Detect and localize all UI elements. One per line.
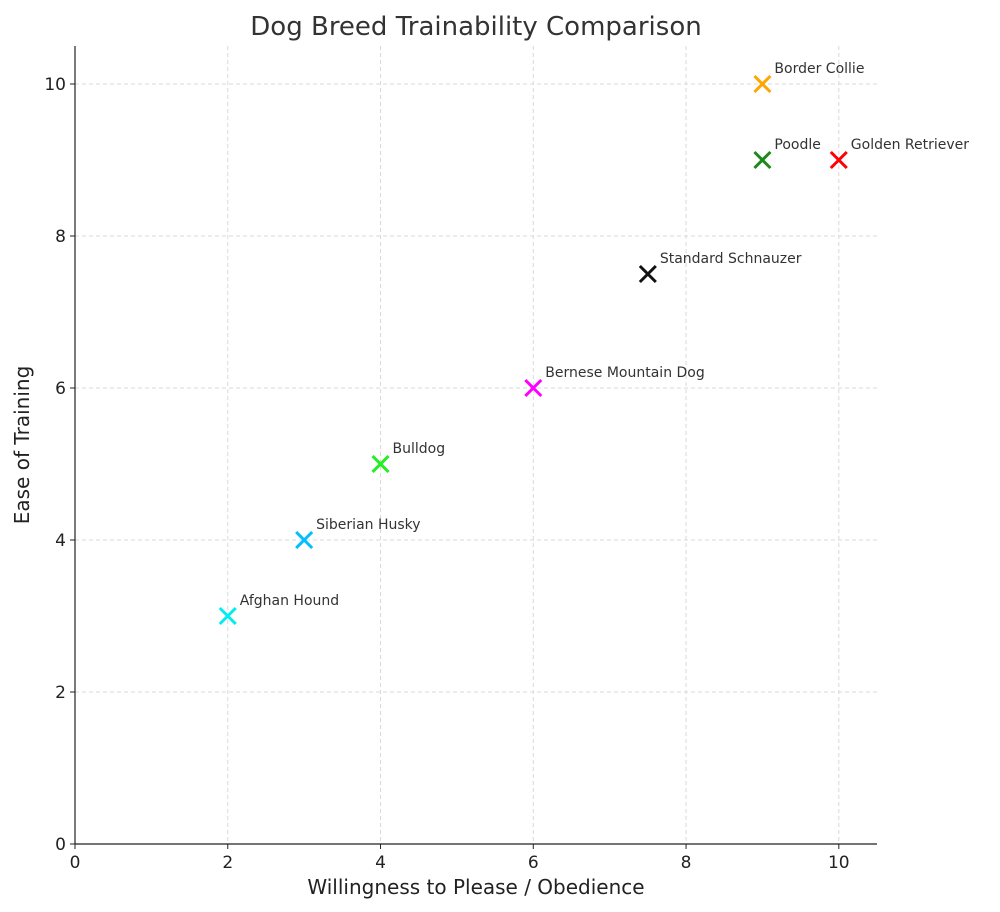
data-point: Bulldog <box>371 441 446 474</box>
y-tick-label: 10 <box>44 75 66 95</box>
points: Border Collie Poodle Golden Retriever Stand… <box>218 61 969 626</box>
data-point: Bernese Mountain Dog <box>524 365 705 398</box>
ticks: 0 2 4 6 8 10 0 2 4 6 8 10 <box>44 75 849 873</box>
data-point: Siberian Husky <box>295 517 421 550</box>
point-label: Standard Schnauzer <box>660 251 802 267</box>
point-label: Siberian Husky <box>316 517 420 533</box>
data-point: Golden Retriever <box>829 137 969 170</box>
point-label: Border Collie <box>774 61 864 77</box>
x-marker <box>638 264 657 284</box>
x-marker <box>371 454 390 474</box>
point-label: Bernese Mountain Dog <box>545 365 704 381</box>
x-marker <box>753 150 772 170</box>
point-label: Bulldog <box>393 441 446 457</box>
chart-title: Dog Breed Trainability Comparison <box>250 12 701 42</box>
y-tick-label: 6 <box>55 379 66 399</box>
x-marker <box>753 74 772 94</box>
grid <box>74 46 877 845</box>
x-marker <box>218 606 237 626</box>
x-axis-label: Willingness to Please / Obedience <box>307 875 644 899</box>
x-marker <box>295 530 314 550</box>
y-tick-label: 2 <box>55 683 66 703</box>
data-point: Poodle <box>753 137 821 170</box>
x-tick-label: 0 <box>70 853 81 873</box>
x-tick-label: 4 <box>375 853 386 873</box>
point-label: Golden Retriever <box>851 137 969 153</box>
x-marker <box>524 378 543 398</box>
point-label: Afghan Hound <box>240 593 339 609</box>
data-point: Standard Schnauzer <box>638 251 802 284</box>
x-tick-label: 10 <box>828 853 850 873</box>
y-tick-label: 0 <box>55 835 66 855</box>
x-tick-label: 6 <box>528 853 539 873</box>
y-axis-label: Ease of Training <box>10 366 34 525</box>
point-label: Poodle <box>774 137 820 153</box>
y-tick-label: 8 <box>55 227 66 247</box>
x-tick-label: 8 <box>681 853 692 873</box>
x-marker <box>829 150 848 170</box>
y-tick-label: 4 <box>55 531 66 551</box>
data-point: Border Collie <box>753 61 864 94</box>
x-tick-label: 2 <box>222 853 233 873</box>
data-point: Afghan Hound <box>218 593 339 626</box>
